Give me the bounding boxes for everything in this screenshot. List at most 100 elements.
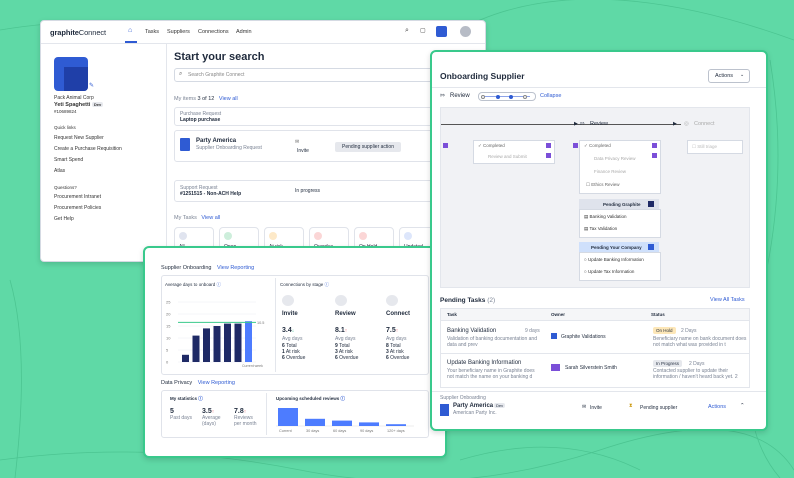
y-tick-label: 25 — [166, 300, 171, 305]
bar — [192, 335, 200, 362]
task-icon — [652, 153, 657, 158]
status-badge: On Hold — [653, 327, 676, 334]
data-privacy-panel: My statistics ⓘ 5 Past days 3.5↑ Average (… — [161, 390, 429, 438]
nav-connections[interactable]: Connections — [198, 29, 229, 35]
task-icon — [546, 143, 551, 148]
info-icon[interactable]: ⓘ — [216, 282, 221, 287]
view-all-link[interactable]: View all — [218, 96, 238, 102]
top-nav-bar: graphiteConnect ⌂ Tasks Suppliers Connec… — [41, 21, 485, 44]
view-all-tasks-link[interactable]: View All Tasks — [710, 297, 745, 303]
view-reporting-link[interactable]: View Reporting — [216, 265, 255, 271]
onboarding-supplier-window: Onboarding Supplier Actions ⌄ ⇰ Review C… — [430, 50, 768, 431]
stage-connect: Connect 7.5↑ Avg days 8 Total 3 At risk … — [386, 295, 426, 369]
x-tick-label: Current week — [242, 364, 263, 368]
home-content: Start your search ⌕ Search Graphite Conn… — [174, 44, 485, 261]
list-icon — [179, 232, 187, 240]
bar — [278, 408, 298, 426]
info-icon[interactable]: ⓘ — [340, 396, 346, 401]
owner-icon — [551, 364, 560, 371]
eye-off-icon: ◎ — [684, 121, 689, 127]
search-icon[interactable]: ⌕ — [405, 27, 409, 34]
stage-review-label: Review — [590, 121, 609, 127]
avatar[interactable] — [460, 26, 471, 37]
x-tick-label: 30 days — [306, 429, 319, 433]
chat-icon[interactable]: ▢ — [420, 28, 426, 34]
link-atlas[interactable]: Atlas — [54, 168, 66, 174]
task-icon — [443, 143, 448, 148]
stage-connect-label: Connect — [694, 121, 715, 127]
bar — [234, 323, 242, 362]
quick-links-title: Quick links — [54, 125, 76, 130]
link-procurement-intranet[interactable]: Procurement Intranet — [54, 194, 101, 200]
table-row[interactable]: Banking Validation 9 days Validation of … — [441, 321, 749, 354]
pending-company-header[interactable]: Pending Your Company — [579, 242, 659, 252]
user-badge: Dev — [91, 102, 104, 107]
search-input[interactable]: ⌕ Search Graphite Connect — [174, 68, 485, 82]
link-procurement-policies[interactable]: Procurement Policies — [54, 205, 102, 211]
task-icon — [573, 143, 578, 148]
pending-graphite-items[interactable]: ▤ Banking Validation ▤ Tax Validation — [579, 209, 661, 238]
refresh-icon — [404, 232, 412, 240]
review-icon — [335, 295, 347, 306]
y-tick-label: 0 — [166, 360, 169, 365]
x-tick-label: 60 days — [333, 429, 346, 433]
footer-actions-link[interactable]: Actions — [708, 404, 727, 410]
home-window: graphiteConnect ⌂ Tasks Suppliers Connec… — [40, 20, 486, 262]
chevron-down-icon: ⌄ — [740, 72, 745, 78]
avg-days-chart: 25 20 15 10 5 0 10.5 Current week — [166, 300, 264, 369]
connections-title: Connections by stage ⓘ — [280, 282, 330, 287]
collapse-link[interactable]: Collapse — [540, 93, 562, 99]
nav-admin[interactable]: Admin — [236, 29, 252, 35]
open-icon — [224, 232, 232, 240]
target-label: 10.5 — [257, 321, 264, 325]
actions-dropdown[interactable]: Actions ⌄ — [708, 69, 750, 83]
bar — [245, 321, 252, 362]
search-icon: ⌕ — [179, 71, 183, 77]
nav-tasks[interactable]: Tasks — [145, 29, 160, 35]
pending-company-items[interactable]: ○ Update Banking Information ○ Update Ta… — [579, 252, 661, 281]
data-privacy-header: Data Privacy View Reporting — [161, 380, 235, 386]
stage-invite: Invite 3.4↓ Avg days 6 Total 1 At risk 6… — [282, 295, 326, 369]
completed-step[interactable]: ✓ Completed Review and Submit — [473, 140, 555, 164]
info-icon[interactable]: ⓘ — [198, 396, 203, 401]
review-checks[interactable]: ✓ Completed Data Privacy Review Finance … — [579, 140, 661, 194]
bar — [305, 418, 325, 426]
app-logo[interactable]: graphiteConnect — [50, 28, 107, 37]
active-tab-indicator — [125, 41, 137, 43]
user-name: Yeti Spaghetti Dev — [54, 102, 104, 108]
pending-icon: ⧗ — [629, 403, 633, 409]
supplier-logo-icon — [180, 138, 190, 151]
mail-icon: ✉ — [582, 404, 587, 410]
connect-step[interactable]: ☐ Still triage — [687, 140, 743, 154]
owner-icon — [551, 333, 557, 339]
company-logo-icon[interactable] — [436, 26, 447, 37]
bar — [224, 323, 231, 362]
list-item[interactable]: Support Request #1251515 - Non-ACH Help … — [174, 180, 485, 202]
my-items-count: 3 of 12 — [197, 96, 215, 102]
pending-graphite-header[interactable]: Pending Graphite — [579, 199, 659, 209]
table-row[interactable]: Update Banking Information Your benefici… — [447, 360, 738, 380]
sidebar: ✎ Pack Animal Corp Yeti Spaghetti Dev #1… — [41, 44, 167, 261]
bar — [203, 328, 210, 362]
company-name: Pack Animal Corp — [54, 95, 94, 101]
supplier-logo-icon — [440, 404, 449, 416]
x-tick-label: 90 days — [360, 429, 373, 433]
user-id: #10689824 — [54, 109, 77, 114]
y-tick-label: 5 — [166, 348, 169, 353]
review-label: Review — [450, 93, 470, 99]
nav-suppliers[interactable]: Suppliers — [167, 29, 190, 35]
y-tick-label: 20 — [166, 312, 171, 317]
warning-icon — [269, 232, 277, 240]
review-stage-icon: ⇰ — [440, 93, 446, 99]
link-get-help[interactable]: Get Help — [54, 216, 74, 222]
link-request-new-supplier[interactable]: Request New Supplier — [54, 135, 104, 141]
view-reporting-link[interactable]: View Reporting — [197, 380, 235, 386]
workflow-canvas: ▶ ⇰ Review ▶ ◎ Connect ✓ Completed Revie… — [440, 107, 750, 288]
view-all-tasks-link[interactable]: View all — [201, 215, 221, 221]
link-create-requisition[interactable]: Create a Purchase Requisition — [54, 146, 122, 152]
info-icon[interactable]: ⓘ — [324, 282, 330, 287]
home-icon[interactable]: ⌂ — [128, 27, 133, 34]
chevron-up-icon[interactable]: ⌃ — [740, 403, 745, 409]
link-smart-spend[interactable]: Smart Spend — [54, 157, 84, 163]
edit-icon[interactable]: ✎ — [89, 83, 95, 89]
